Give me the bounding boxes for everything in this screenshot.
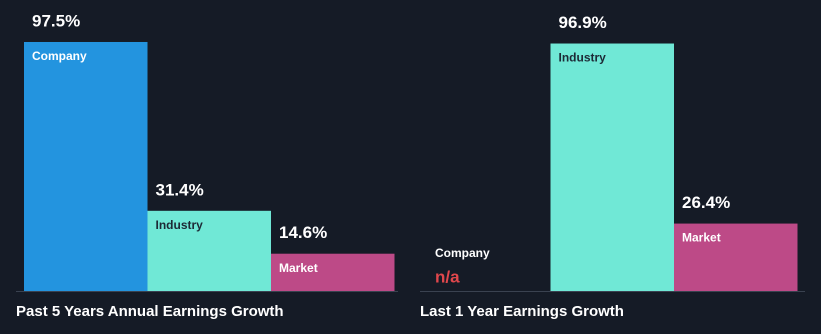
chart-title: Last 1 Year Earnings Growth xyxy=(420,303,624,320)
category-label: Market xyxy=(279,261,318,275)
value-label: 96.9% xyxy=(559,13,607,32)
bar xyxy=(24,41,148,291)
bar xyxy=(550,43,674,292)
chart-title: Past 5 Years Annual Earnings Growth xyxy=(16,303,284,320)
value-label: 31.4% xyxy=(156,180,204,199)
category-label: Industry xyxy=(559,51,607,65)
value-label: 14.6% xyxy=(279,223,327,242)
category-label: Industry xyxy=(156,218,204,232)
value-label: 97.5% xyxy=(32,11,80,30)
value-label: n/a xyxy=(435,267,460,286)
bar xyxy=(674,223,798,291)
category-label: Company xyxy=(32,49,87,63)
value-label: 26.4% xyxy=(682,193,730,212)
bar xyxy=(147,210,271,291)
category-label: Company xyxy=(435,246,490,260)
category-label: Market xyxy=(682,231,721,245)
bar xyxy=(271,253,395,291)
